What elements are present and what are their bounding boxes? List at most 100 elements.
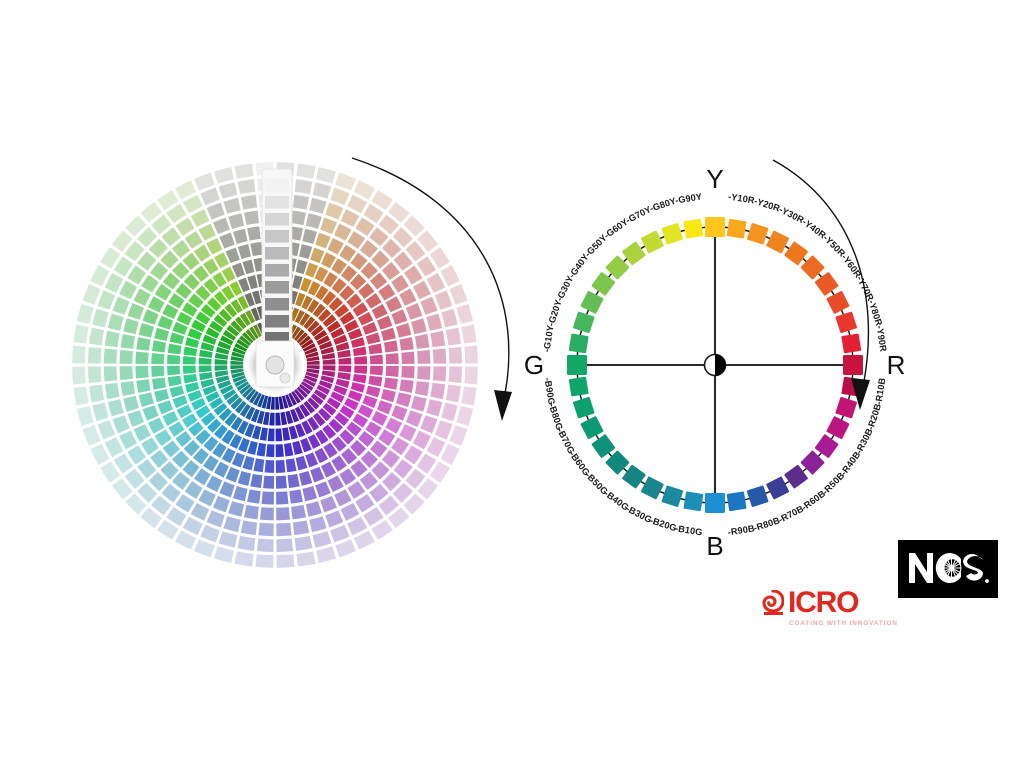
fan-swatch (172, 240, 191, 259)
fan-swatch (426, 313, 443, 331)
fan-swatch (339, 244, 357, 262)
fan-swatch (391, 437, 409, 456)
hue-swatch-R60B[interactable] (784, 464, 808, 489)
fan-swatch (160, 461, 179, 480)
hue-swatch-G20Y[interactable] (573, 311, 595, 334)
fan-swatch (200, 524, 220, 543)
hue-swatch-G60Y[interactable] (622, 241, 646, 266)
hue-swatch-G[interactable] (567, 355, 587, 375)
hue-swatch-B80G[interactable] (573, 396, 595, 419)
hue-label-G20Y: -G20Y (546, 298, 564, 327)
hue-swatch-R30B[interactable] (826, 416, 850, 440)
fan-swatch (347, 390, 363, 402)
fan-swatch (237, 535, 256, 551)
fan-swatch (214, 352, 229, 360)
fan-swatch (328, 297, 343, 312)
hue-swatch-B30G[interactable] (640, 476, 665, 500)
hue-swatch-Y80R[interactable] (835, 311, 857, 334)
fan-swatch (358, 282, 375, 299)
fan-swatch (334, 489, 352, 507)
hue-swatch-G50Y[interactable] (605, 255, 630, 280)
fan-swatch (154, 283, 172, 301)
fan-swatch (360, 450, 378, 468)
fan-swatch (249, 391, 259, 404)
fan-swatch (230, 365, 244, 370)
fan-swatch (330, 391, 345, 403)
icro-base-bar (764, 612, 783, 615)
hue-label-R80B: -R80B (752, 515, 781, 533)
hue-swatch-Y10R[interactable] (726, 218, 747, 239)
hue-label-B80G: -B80G (547, 402, 565, 431)
fan-swatch (199, 349, 213, 358)
hue-label-G90Y: -G90Y (674, 191, 702, 205)
hue-swatch-Y90R[interactable] (841, 333, 862, 354)
hue-swatch-R70B[interactable] (766, 476, 790, 500)
hue-swatch-G10Y[interactable] (568, 333, 589, 354)
hue-swatch-B20G[interactable] (661, 485, 684, 507)
hue-swatch-R50B[interactable] (800, 450, 825, 475)
hue-swatch-G70Y[interactable] (640, 230, 665, 254)
circle-arrow-path (772, 159, 870, 397)
fan-swatch (230, 368, 244, 374)
hue-swatch-Y60R[interactable] (814, 272, 839, 296)
fan-swatch (300, 277, 312, 293)
fan-swatch (295, 455, 308, 471)
hue-swatch-B50G[interactable] (605, 450, 630, 475)
hue-swatch-R[interactable] (843, 355, 863, 375)
fan-swatch (73, 386, 89, 406)
fan-swatch (250, 307, 260, 322)
hue-swatch-Y50R[interactable] (800, 255, 825, 280)
hue-swatch-R40B[interactable] (814, 434, 839, 458)
hue-swatch-Y30R[interactable] (766, 230, 790, 254)
hue-swatch-G90Y[interactable] (683, 218, 704, 239)
hue-swatch-Y20R[interactable] (746, 223, 769, 245)
fan-swatch (182, 516, 203, 536)
fan-swatch (276, 554, 295, 568)
fan-swatch (175, 530, 197, 550)
fan-swatch (104, 382, 120, 400)
hue-swatch-B70G[interactable] (580, 416, 604, 440)
fan-swatch (291, 326, 301, 339)
hue-swatch-B90G[interactable] (568, 376, 589, 397)
fan-swatch (218, 182, 238, 199)
fan-swatch (325, 510, 344, 528)
fan-swatch (229, 281, 243, 296)
ncs-letter-s (963, 553, 983, 581)
hue-swatch-R20B[interactable] (835, 396, 857, 419)
hue-swatch-Y40R[interactable] (784, 241, 808, 266)
fan-swatch (295, 423, 306, 438)
fan-swatch (330, 187, 350, 206)
hue-swatch-Y[interactable] (705, 217, 725, 237)
hue-swatch-R80B[interactable] (746, 485, 769, 507)
fan-swatch (323, 271, 338, 288)
fan-pivot[interactable] (265, 355, 285, 375)
fan-swatch (339, 285, 355, 301)
fan-swatch (282, 427, 291, 441)
fan-swatch (176, 404, 193, 419)
fan-swatch (426, 437, 446, 458)
hue-swatch-G30Y[interactable] (580, 290, 604, 315)
hue-swatch-B10G[interactable] (683, 491, 704, 512)
fan-swatch (215, 346, 230, 355)
fan-swatch (393, 459, 413, 479)
fan-swatch (295, 292, 306, 307)
fan-swatch (432, 366, 447, 382)
hue-swatch-G80Y[interactable] (661, 223, 684, 245)
fan-swatch (221, 266, 236, 283)
fan-swatch (309, 197, 327, 214)
hue-swatch-Y70R[interactable] (826, 290, 850, 315)
hue-swatch-B[interactable] (705, 493, 725, 513)
fan-swatch (266, 396, 272, 410)
hue-swatch-B60G[interactable] (591, 434, 616, 458)
fan-swatch (385, 296, 403, 313)
hue-swatch-G40Y[interactable] (591, 272, 616, 296)
fan-swatch (294, 309, 305, 324)
fan-swatch (219, 384, 234, 395)
icro-tagline: COATING WITH INNOVATION (789, 620, 898, 627)
fan-swatch (305, 262, 319, 278)
fan-swatch (295, 259, 308, 275)
hue-swatch-R90B[interactable] (726, 491, 747, 512)
fan-swatch (291, 391, 301, 404)
hue-swatch-B40G[interactable] (622, 464, 646, 489)
fan-swatch (218, 407, 233, 422)
